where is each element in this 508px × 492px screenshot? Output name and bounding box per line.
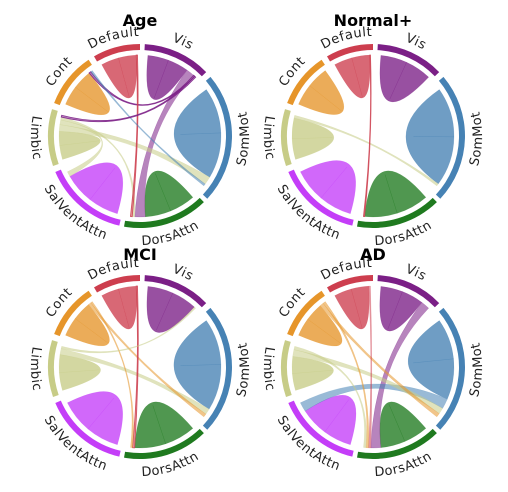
sector-salventattn (288, 400, 354, 457)
chord-limbic-dorsattn (293, 345, 367, 448)
chord-vis-limbic (60, 75, 197, 123)
chord-panel-normal: Normal+ VisSomMotDorsAttnSalVentAttnLimb… (260, 11, 486, 249)
chord-vis-vis (146, 55, 188, 100)
sector-sommot (435, 76, 465, 199)
network-label-sommot: SomMot (234, 110, 253, 168)
chord-vis-dorsattn (370, 302, 430, 449)
chord-default-dorsattn (368, 285, 373, 449)
chord-limbic-vis (60, 306, 197, 354)
sector-default (94, 44, 140, 62)
sector-limbic (280, 109, 292, 166)
sector-salventattn (55, 169, 121, 226)
sector-cont (54, 290, 92, 337)
chord-limbic-limbic (58, 354, 101, 391)
chord-panel-mci: MCI VisSomMotDorsAttnSalVentAttnLimbicCo… (27, 245, 253, 480)
sector-vis (377, 275, 440, 308)
chord-limbic-sommot (59, 348, 210, 415)
chord-default-default (334, 285, 370, 330)
chord-default-default (101, 285, 137, 330)
chord-limbic-limbic (291, 356, 334, 391)
sector-cont (54, 59, 92, 106)
sector-default (327, 275, 373, 293)
chord-dorsattn-dorsattn (379, 401, 427, 448)
network-label-vis: Vis (170, 31, 195, 53)
chord-default-dorsattn (129, 54, 139, 218)
chord-cont-dorsattn (322, 301, 370, 449)
network-label-vis: Vis (170, 262, 195, 284)
chord-vis-vis (146, 286, 195, 333)
chord-salventattn-salventattn (67, 391, 123, 446)
chord-panel-age: Age VisSomMotDorsAttnSalVentAttnLimbicCo… (27, 11, 253, 249)
sector-vis (377, 44, 440, 77)
panel-title-mci: MCI (123, 245, 157, 264)
sector-dorsattn (357, 428, 437, 459)
chord-sommot-cont (90, 70, 206, 187)
network-label-limbic: Limbic (260, 115, 278, 162)
sector-vis (144, 275, 207, 308)
network-label-sommot: SomMot (467, 341, 486, 399)
chord-dorsattn-dorsattn (144, 170, 194, 218)
chord-default-dorsattn (132, 285, 139, 449)
sector-salventattn (288, 169, 354, 226)
network-label-vis: Vis (403, 262, 428, 284)
chord-default-default (334, 54, 371, 99)
chord-cont-cont (65, 304, 110, 347)
chord-panel-ad: AD VisSomMotDorsAttnSalVentAttnLimbicCon… (260, 245, 486, 480)
sector-vis (144, 44, 207, 77)
network-label-limbic: Limbic (260, 346, 278, 393)
chord-dorsattn-dorsattn (364, 170, 427, 218)
sector-limbic (47, 109, 59, 166)
chords-layer (58, 285, 222, 449)
panel-title-normal: Normal+ (334, 11, 413, 30)
network-label-limbic: Limbic (27, 115, 45, 162)
chords-layer (291, 54, 455, 218)
chords-layer (58, 54, 222, 218)
chord-cont-cont (298, 305, 343, 347)
sector-sommot (202, 76, 232, 199)
chord-limbic-sommot (293, 114, 439, 187)
network-label-limbic: Limbic (27, 346, 45, 393)
chord-dorsattn-dorsattn (134, 401, 194, 449)
panel-title-ad: AD (360, 245, 386, 264)
chord-cont-dorsattn (90, 301, 134, 448)
chord-salventattn-salventattn (69, 162, 124, 215)
sector-sommot (202, 307, 232, 430)
chord-salventattn-salventattn (304, 395, 357, 446)
chord-vis-vis (379, 55, 430, 103)
chords-layer (291, 285, 455, 449)
chord-sommot-sommot (405, 89, 455, 185)
network-label-sommot: SomMot (234, 341, 253, 399)
sector-cont (287, 290, 325, 337)
sector-cont (287, 59, 325, 106)
chord-sommot-sommot (173, 320, 222, 410)
chord-sommot-sommot (173, 89, 222, 178)
sector-default (327, 44, 373, 62)
chord-vis-vis (379, 286, 423, 332)
sector-sommot (435, 307, 465, 430)
sector-limbic (47, 340, 59, 397)
chord-cont-cont (65, 72, 111, 116)
sector-salventattn (55, 400, 121, 457)
sector-dorsattn (124, 197, 204, 228)
chord-salventattn-salventattn (300, 160, 356, 215)
chord-limbic-limbic (58, 130, 101, 160)
chord-default-dorsattn (362, 54, 372, 218)
sector-limbic (280, 340, 292, 397)
sector-default (94, 275, 140, 293)
chord-sommot-sommot (407, 320, 455, 400)
network-label-vis: Vis (403, 31, 428, 53)
chord-default-default (101, 54, 137, 99)
sector-dorsattn (357, 197, 437, 228)
network-label-sommot: SomMot (467, 110, 486, 168)
panel-title-age: Age (123, 11, 158, 30)
sector-dorsattn (124, 428, 204, 459)
chord-cont-cont (298, 70, 345, 115)
chord-limbic-limbic (291, 117, 335, 160)
